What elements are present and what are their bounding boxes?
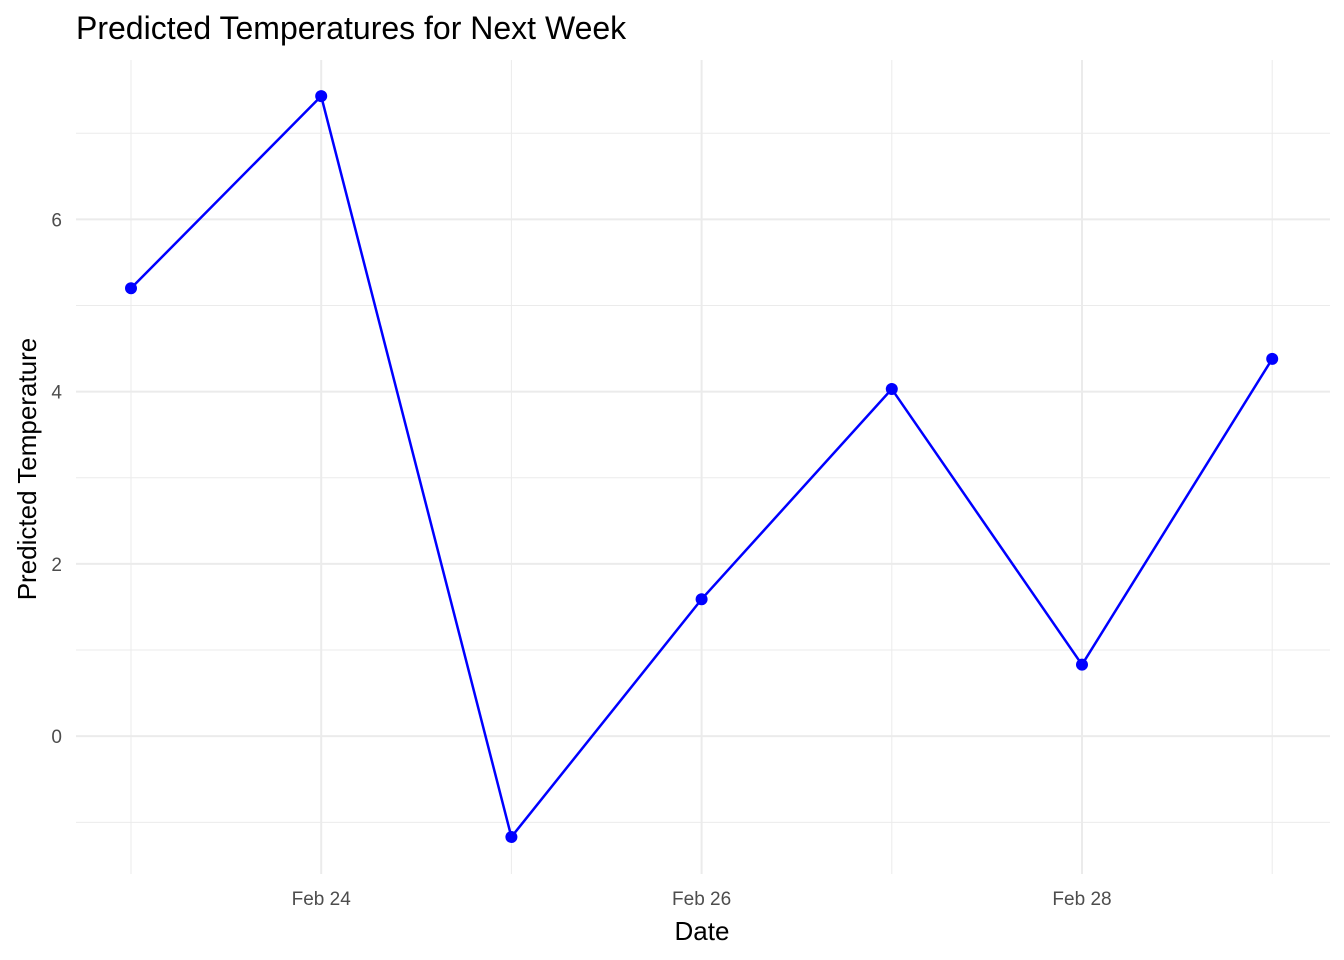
- data-point: [125, 282, 137, 295]
- y-axis-title: Predicted Temperature: [12, 338, 42, 601]
- x-tick-label: Feb 24: [292, 889, 352, 910]
- data-point: [315, 90, 328, 103]
- x-axis-ticks: Feb 24 Feb 26 Feb 28: [292, 889, 1112, 910]
- y-tick-label: 0: [51, 727, 62, 748]
- data-points: [125, 90, 1279, 843]
- data-point: [505, 830, 518, 843]
- y-axis-ticks: 0 2 4 6: [51, 210, 62, 748]
- y-tick-label: 6: [51, 210, 62, 231]
- x-tick-label: Feb 26: [672, 889, 731, 910]
- data-point: [1266, 352, 1279, 365]
- grid: [76, 60, 1330, 874]
- x-axis-title: Date: [675, 916, 730, 946]
- data-point: [885, 383, 898, 396]
- data-point: [1076, 658, 1088, 671]
- chart-title: Predicted Temperatures for Next Week: [76, 10, 627, 46]
- x-tick-label: Feb 28: [1052, 889, 1111, 910]
- data-point: [695, 593, 708, 606]
- y-tick-label: 2: [51, 555, 62, 576]
- y-tick-label: 4: [51, 383, 62, 404]
